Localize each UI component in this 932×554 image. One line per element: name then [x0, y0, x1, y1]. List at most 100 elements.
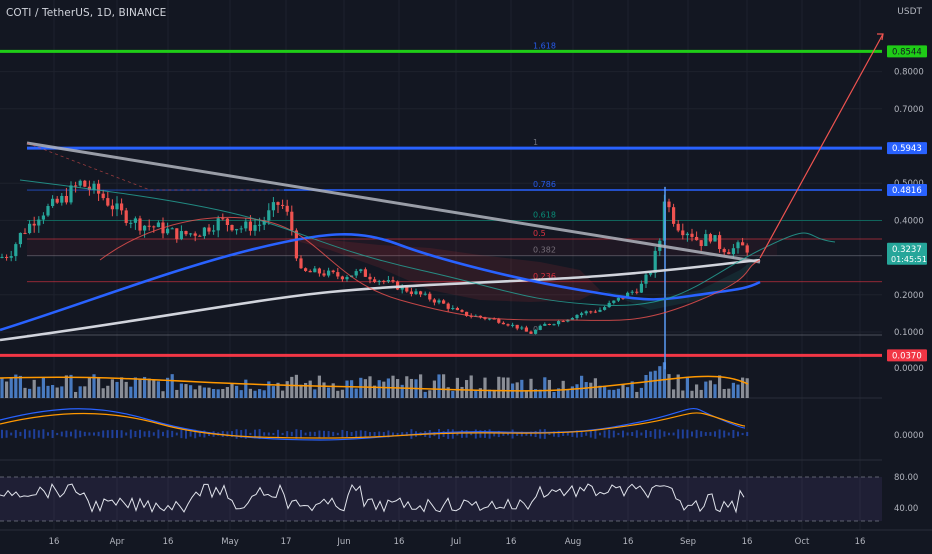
- volume-bar: [359, 377, 363, 398]
- volume-bar: [5, 381, 9, 398]
- macd-histogram-bar: [479, 430, 482, 438]
- volume-bar: [216, 389, 220, 398]
- candle-body: [741, 242, 745, 246]
- volume-bar: [543, 377, 547, 398]
- volume-bar: [580, 375, 584, 398]
- volume-bar: [630, 381, 634, 398]
- candle-body: [685, 233, 689, 236]
- candle-body: [377, 280, 381, 282]
- volume-bar: [607, 389, 611, 398]
- volume-bar: [658, 366, 662, 398]
- volume-bar: [382, 381, 386, 398]
- fib-label: 0.236: [533, 272, 556, 281]
- macd-histogram-bar: [484, 430, 486, 438]
- macd-histogram-bar: [548, 432, 551, 436]
- volume-bar: [28, 388, 32, 398]
- macd-histogram-bar: [635, 430, 638, 438]
- rsi-tick-label: 40.00: [894, 504, 918, 514]
- volume-bar: [603, 386, 607, 398]
- candle-body: [603, 307, 607, 310]
- volume-bar: [428, 390, 432, 398]
- candle-body: [561, 321, 565, 323]
- price-badge: [887, 45, 927, 58]
- macd-histogram-bar: [157, 429, 160, 439]
- volume-bar: [299, 384, 303, 398]
- macd-histogram-bar: [47, 432, 49, 436]
- macd-histogram-bar: [456, 432, 459, 436]
- volume-bar: [405, 376, 409, 398]
- candle-body: [451, 308, 455, 310]
- volume-bar: [258, 389, 262, 398]
- macd-histogram-bar: [14, 430, 17, 438]
- candle-body: [639, 283, 643, 293]
- candle-body: [322, 273, 326, 276]
- macd-histogram-bar: [143, 431, 146, 437]
- candle-body: [78, 180, 82, 186]
- candle-body: [363, 269, 367, 277]
- macd-histogram-bar: [709, 432, 712, 436]
- volume-bar: [741, 377, 745, 398]
- macd-histogram-bar: [102, 430, 105, 438]
- time-tick-label: May: [221, 537, 239, 547]
- candle-body: [621, 297, 625, 299]
- dashed-guide: [26, 142, 280, 191]
- volume-bar: [731, 382, 735, 398]
- volume-bar: [308, 380, 312, 398]
- macd-histogram-bar: [231, 431, 233, 437]
- candle-body: [258, 224, 262, 226]
- volume-bar: [566, 389, 570, 398]
- macd-histogram-bar: [350, 432, 353, 436]
- candle-body: [235, 229, 239, 231]
- volume-bar: [271, 386, 275, 398]
- volume-bar: [23, 387, 27, 398]
- candle-body: [299, 258, 303, 269]
- volume-bar: [331, 383, 335, 398]
- volume-bar: [267, 381, 271, 398]
- time-tick-label: Sep: [680, 537, 696, 547]
- candle-body: [9, 256, 13, 258]
- volume-bar: [64, 375, 68, 398]
- macd-histogram-bar: [125, 432, 128, 436]
- macd-histogram-bar: [562, 432, 565, 436]
- volume-bar: [699, 389, 703, 398]
- volume-bar: [695, 384, 699, 398]
- candle-body: [446, 303, 450, 309]
- volume-bar: [225, 387, 229, 398]
- macd-histogram-bar: [392, 432, 394, 436]
- macd-histogram-bar: [539, 429, 542, 439]
- volume-bar: [584, 382, 588, 398]
- candle-body: [483, 317, 487, 319]
- rsi-tick-label: 80.00: [894, 473, 918, 483]
- volume-bar: [120, 377, 124, 398]
- time-tick-label: 16: [163, 537, 174, 547]
- volume-bar: [570, 386, 574, 398]
- macd-histogram-bar: [677, 429, 680, 439]
- candle-body: [345, 277, 349, 280]
- candle-body: [97, 183, 101, 194]
- macd-histogram-bar: [617, 432, 620, 436]
- price-badge-label: 0.0370: [892, 351, 922, 361]
- macd-histogram-bar: [19, 431, 22, 437]
- volume-bar: [175, 389, 179, 398]
- candle-body: [28, 223, 32, 234]
- volume-bar: [465, 380, 469, 398]
- volume-bar: [676, 374, 680, 398]
- volume-bar: [419, 374, 423, 398]
- volume-bar: [101, 388, 105, 398]
- macd-histogram-bar: [520, 431, 523, 437]
- volume-bar: [294, 374, 298, 398]
- volume-bar: [363, 379, 367, 398]
- candle-body: [488, 318, 492, 320]
- candle-body: [391, 280, 395, 282]
- volume-bar: [373, 385, 377, 398]
- projection-arrowhead: [877, 33, 884, 41]
- volume-bar: [478, 388, 482, 398]
- volume-bar: [672, 389, 676, 398]
- macd-histogram-bar: [290, 431, 293, 437]
- macd-histogram-bar: [668, 432, 670, 436]
- macd-histogram-bar: [221, 431, 224, 437]
- macd-histogram-bar: [162, 431, 164, 437]
- candle-body: [649, 272, 653, 275]
